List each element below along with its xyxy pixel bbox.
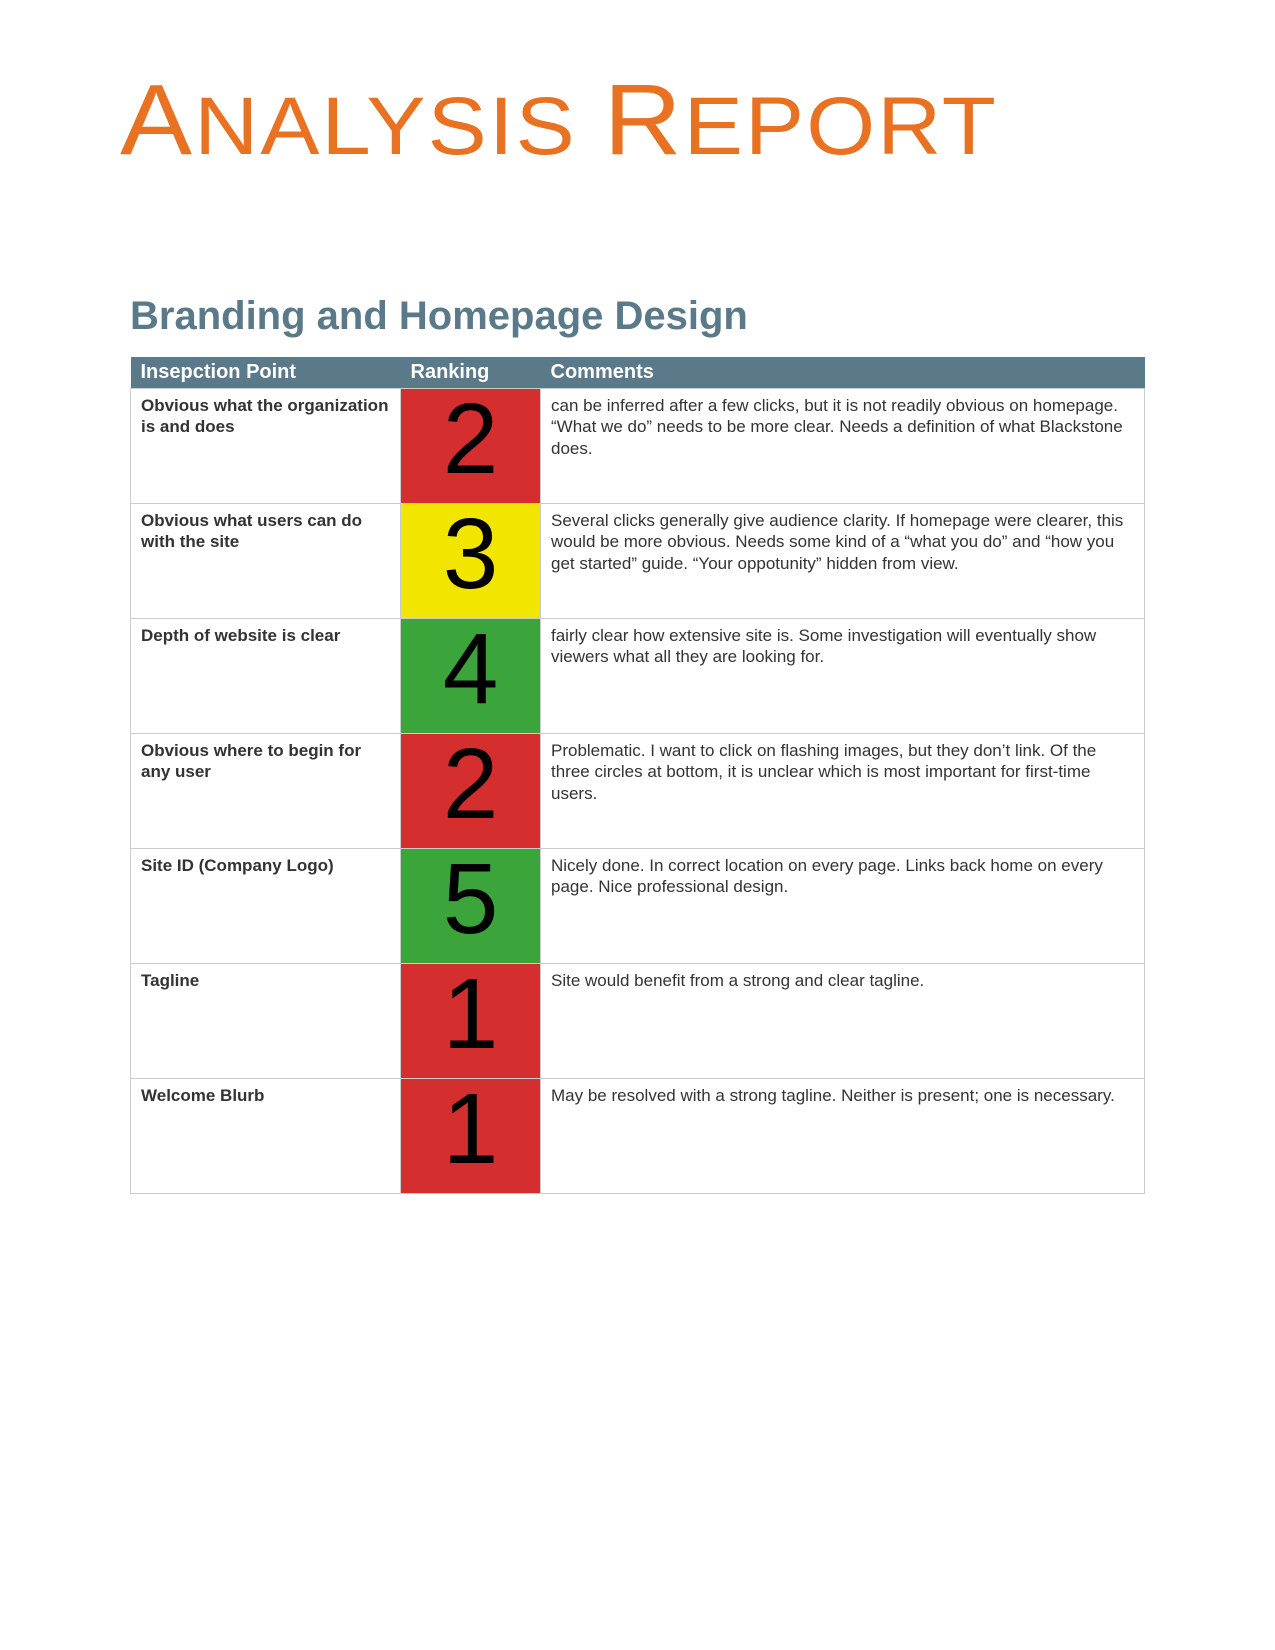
ranking-cell: 1: [401, 1079, 541, 1194]
table-row: Obvious what the organization is and doe…: [131, 389, 1145, 504]
ranking-value: 1: [443, 1073, 499, 1185]
comment-cell: fairly clear how extensive site is. Some…: [541, 619, 1145, 734]
table-row: Site ID (Company Logo)5Nicely done. In c…: [131, 849, 1145, 964]
comment-cell: May be resolved with a strong tagline. N…: [541, 1079, 1145, 1194]
ranking-value: 1: [443, 958, 499, 1070]
comment-cell: Site would benefit from a strong and cle…: [541, 964, 1145, 1079]
ranking-value: 4: [443, 613, 499, 725]
comment-cell: Problematic. I want to click on flashing…: [541, 734, 1145, 849]
table-row: Tagline1Site would benefit from a strong…: [131, 964, 1145, 1079]
ranking-cell: 4: [401, 619, 541, 734]
inspection-point: Welcome Blurb: [131, 1079, 401, 1194]
col-header-comments: Comments: [541, 357, 1145, 389]
table-row: Depth of website is clear4fairly clear h…: [131, 619, 1145, 734]
ranking-cell: 5: [401, 849, 541, 964]
section-title: Branding and Homepage Design: [130, 294, 1145, 339]
ranking-cell: 2: [401, 389, 541, 504]
table-row: Obvious where to begin for any user2Prob…: [131, 734, 1145, 849]
comment-cell: can be inferred after a few clicks, but …: [541, 389, 1145, 504]
col-header-point: Insepction Point: [131, 357, 401, 389]
inspection-point: Site ID (Company Logo): [131, 849, 401, 964]
comment-cell: Several clicks generally give audience c…: [541, 504, 1145, 619]
ranking-cell: 3: [401, 504, 541, 619]
ranking-value: 2: [443, 383, 499, 495]
ranking-cell: 2: [401, 734, 541, 849]
ranking-value: 5: [443, 843, 499, 955]
ranking-value: 3: [443, 498, 499, 610]
analysis-table: Insepction Point Ranking Comments Obviou…: [130, 357, 1145, 1194]
comment-cell: Nicely done. In correct location on ever…: [541, 849, 1145, 964]
table-header-row: Insepction Point Ranking Comments: [131, 357, 1145, 389]
table-row: Obvious what users can do with the site3…: [131, 504, 1145, 619]
ranking-cell: 1: [401, 964, 541, 1079]
page: ANALYSIS REPORT Branding and Homepage De…: [0, 0, 1275, 1194]
ranking-value: 2: [443, 728, 499, 840]
inspection-point: Depth of website is clear: [131, 619, 401, 734]
inspection-point: Obvious where to begin for any user: [131, 734, 401, 849]
inspection-point: Obvious what the organization is and doe…: [131, 389, 401, 504]
page-title: ANALYSIS REPORT: [120, 80, 1227, 174]
inspection-point: Tagline: [131, 964, 401, 1079]
inspection-point: Obvious what users can do with the site: [131, 504, 401, 619]
table-row: Welcome Blurb1May be resolved with a str…: [131, 1079, 1145, 1194]
